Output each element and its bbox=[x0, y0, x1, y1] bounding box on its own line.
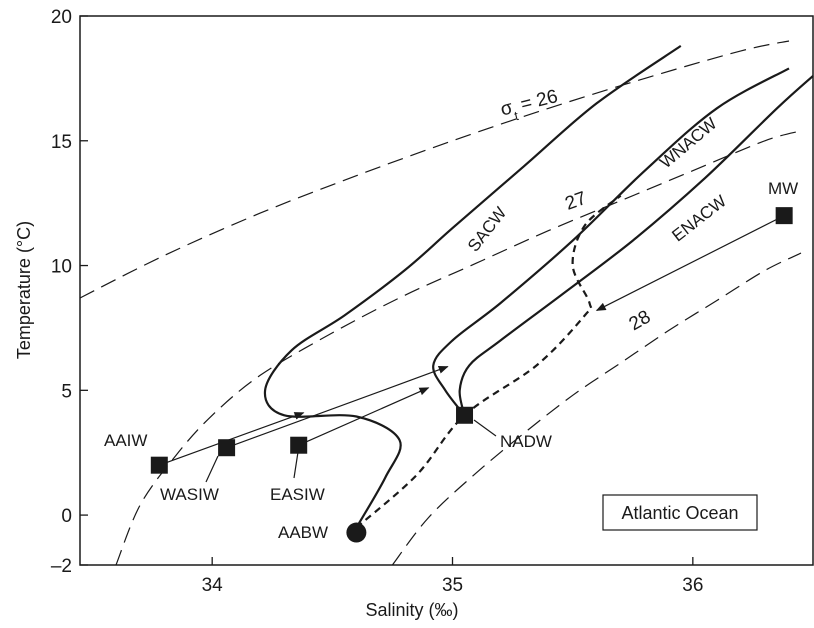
marker-easiw bbox=[290, 436, 308, 454]
isopycnal-28-label: 28 bbox=[626, 307, 655, 336]
isopycnal-line-1 bbox=[79, 40, 790, 299]
curve-label-enacw: ENACW bbox=[668, 191, 730, 245]
spreading-arrow-4 bbox=[595, 215, 785, 311]
spreading-arrow-3 bbox=[298, 387, 430, 446]
easiw-leader-line bbox=[293, 451, 299, 479]
curve-sacw bbox=[263, 44, 682, 529]
curve-label-wnacw: WNACW bbox=[656, 114, 720, 172]
nadw-leader-line bbox=[473, 419, 497, 437]
marker-aabw bbox=[346, 522, 367, 543]
spreading-arrow-1 bbox=[159, 412, 305, 466]
y-axis-title: Temperature (°C) bbox=[14, 221, 34, 359]
isopycnal-27-label: 27 bbox=[562, 188, 589, 215]
marker-nadw bbox=[456, 406, 474, 424]
x-tick-label-36: 36 bbox=[682, 575, 703, 596]
plot-frame bbox=[79, 15, 814, 566]
y-tick-label-5: 20 bbox=[51, 7, 72, 28]
marker-aaiw bbox=[150, 456, 168, 474]
curve-wnacw bbox=[432, 67, 790, 416]
x-tick-label-34: 34 bbox=[202, 575, 224, 596]
legend-box bbox=[602, 494, 758, 531]
x-tick-label-35: 35 bbox=[442, 575, 463, 596]
y-tick-label-1: 0 bbox=[61, 506, 72, 527]
point-label-aaiw: AAIW bbox=[104, 431, 147, 450]
curve-enacw bbox=[458, 75, 814, 416]
x-axis-title: Salinity (‰) bbox=[365, 600, 458, 620]
sigma-t-label: σt = 26 bbox=[498, 86, 561, 126]
y-tick-label-2: 5 bbox=[61, 381, 72, 402]
legend-box-label: Atlantic Ocean bbox=[621, 503, 738, 523]
point-label-nadw: NADW bbox=[500, 432, 552, 451]
y-tick-label-0: –2 bbox=[51, 556, 72, 577]
isopycnal-line-3 bbox=[391, 252, 802, 566]
point-label-aabw: AABW bbox=[278, 523, 328, 542]
marker-wasiw bbox=[218, 439, 236, 457]
wasiw-leader-line bbox=[205, 455, 219, 483]
point-label-mw: MW bbox=[768, 179, 798, 198]
point-label-wasiw: WASIW bbox=[160, 485, 219, 504]
point-label-easiw: EASIW bbox=[270, 485, 325, 504]
isopycnal-line-2 bbox=[115, 130, 802, 566]
marker-mw bbox=[775, 207, 793, 225]
y-tick-label-4: 15 bbox=[51, 132, 72, 153]
mixing-curve-dashed bbox=[355, 194, 622, 529]
spreading-arrow-2 bbox=[226, 365, 449, 449]
y-tick-label-3: 10 bbox=[51, 257, 72, 278]
